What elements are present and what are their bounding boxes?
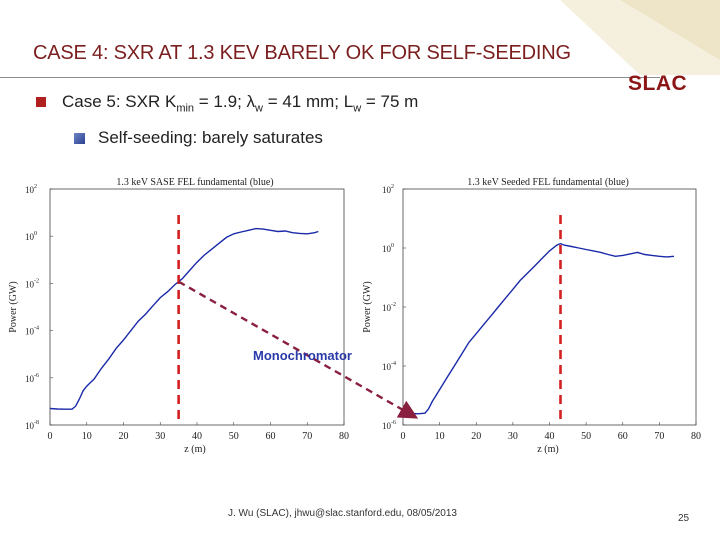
bullet-case-parameters: Case 5: SXR Kmin = 1.9; λw = 41 mm; Lw =… <box>62 92 419 115</box>
x-tick-label: 0 <box>401 431 406 442</box>
x-tick-label: 0 <box>48 431 53 442</box>
y-tick-label: 10-6 <box>382 420 396 431</box>
page-number: 25 <box>678 513 690 524</box>
slac-logo: SLAC <box>628 72 688 95</box>
plot-frame <box>49 188 345 426</box>
x-tick-label: 40 <box>192 431 202 442</box>
plot-frame <box>402 188 697 426</box>
corner-decoration <box>560 0 720 75</box>
x-tick-label: 30 <box>155 431 165 442</box>
bullet-self-seeding: Self-seeding: barely saturates <box>98 128 323 147</box>
y-axis-label: Power (GW) <box>362 281 373 332</box>
x-axis-label: z (m) <box>184 444 205 455</box>
x-tick-label: 50 <box>229 431 239 442</box>
y-tick-label: 10-2 <box>25 278 39 289</box>
y-tick-label: 100 <box>25 231 37 242</box>
x-tick-label: 10 <box>435 431 445 442</box>
x-tick-label: 40 <box>545 431 555 442</box>
y-tick-label: 10-4 <box>382 361 396 372</box>
slide-title: CASE 4: SXR AT 1.3 KEV BARELY OK FOR SEL… <box>33 42 571 64</box>
x-tick-label: 80 <box>339 431 349 442</box>
x-tick-label: 60 <box>266 431 276 442</box>
monochromator-label: Monochromator <box>253 348 352 363</box>
x-tick-label: 50 <box>581 431 591 442</box>
power-curve-line <box>49 227 319 410</box>
x-tick-label: 30 <box>508 431 518 442</box>
chart-2: 1.3 keV Seeded FEL fundamental (blue) z (… <box>362 177 701 455</box>
sub-bullet-square-icon <box>74 133 85 144</box>
x-tick-label: 80 <box>691 431 701 442</box>
x-tick-label: 20 <box>471 431 481 442</box>
title-rule <box>0 77 660 78</box>
x-tick-label: 60 <box>618 431 628 442</box>
chart-title: 1.3 keV SASE FEL fundamental (blue) <box>116 177 273 188</box>
power-curve-line <box>402 242 675 415</box>
x-axis-label: z (m) <box>537 444 558 455</box>
bullet-square-icon <box>36 97 46 107</box>
y-tick-label: 102 <box>382 184 394 195</box>
y-axis-label: Power (GW) <box>8 281 19 332</box>
y-tick-label: 10-6 <box>25 373 39 384</box>
x-tick-label: 70 <box>654 431 664 442</box>
footer-credit: J. Wu (SLAC), jhwu@slac.stanford.edu, 08… <box>228 508 457 519</box>
x-tick-label: 10 <box>82 431 92 442</box>
y-tick-label: 10-8 <box>25 420 39 431</box>
y-tick-label: 102 <box>25 184 37 195</box>
monochromator-arrow <box>178 280 419 419</box>
y-tick-label: 10-4 <box>25 326 39 337</box>
chart-1: 1.3 keV SASE FEL fundamental (blue) z (m)… <box>8 177 349 455</box>
y-tick-label: 100 <box>382 243 394 254</box>
chart-title: 1.3 keV Seeded FEL fundamental (blue) <box>467 177 629 188</box>
x-tick-label: 20 <box>119 431 129 442</box>
x-tick-label: 70 <box>302 431 312 442</box>
y-tick-label: 10-2 <box>382 302 396 313</box>
